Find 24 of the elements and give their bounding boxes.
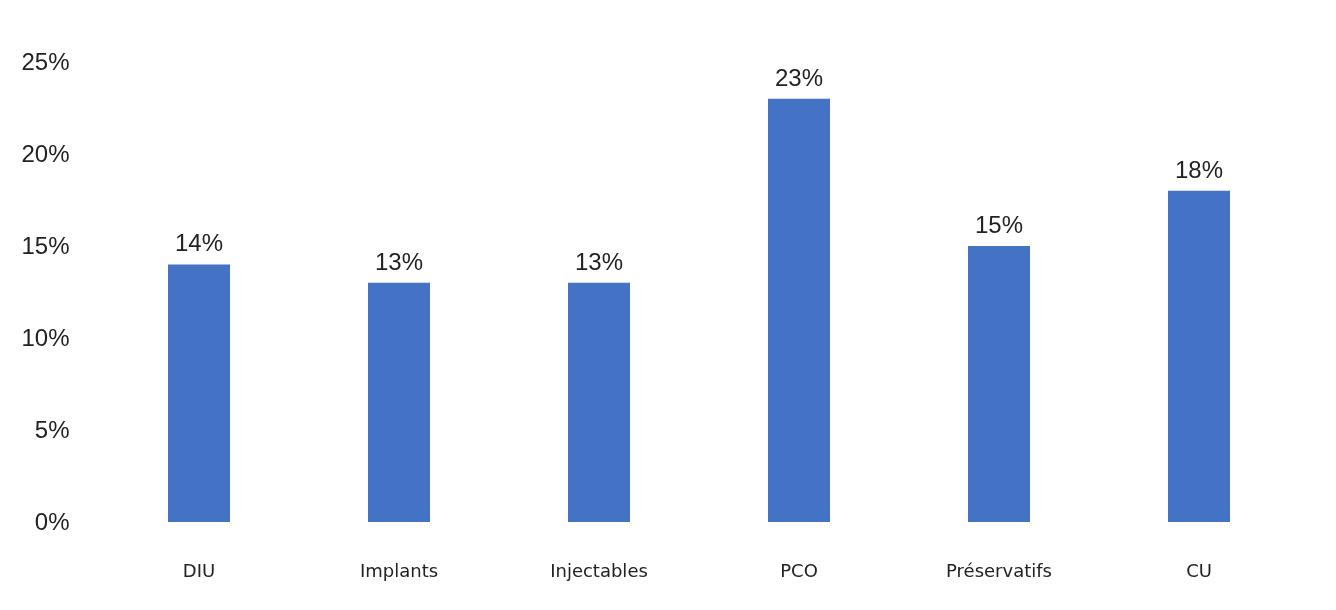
- data-label: 18%: [1174, 155, 1224, 183]
- x-tick-label: Injectables: [550, 559, 648, 581]
- x-tick-label: Implants: [359, 559, 439, 581]
- data-label: 15%: [974, 211, 1024, 238]
- x-tick-label: DIU: [182, 559, 216, 581]
- x-tick-label: CU: [1186, 559, 1212, 581]
- x-tick-label: PCO: [780, 559, 818, 581]
- bar: [568, 282, 630, 522]
- bar: [1168, 190, 1230, 522]
- data-label: 14%: [174, 229, 224, 257]
- y-tick-label: 25%: [21, 47, 70, 75]
- y-tick-label: 5%: [34, 415, 70, 443]
- x-tick-label: Préservatifs: [946, 559, 1052, 581]
- bar: [368, 282, 430, 522]
- data-label: 23%: [774, 63, 824, 91]
- data-label: 13%: [374, 247, 424, 275]
- bar: [768, 98, 830, 522]
- y-tick-label: 20%: [21, 139, 70, 167]
- y-tick-label: 10%: [21, 323, 70, 351]
- data-label: 13%: [574, 247, 624, 275]
- bar: [168, 264, 230, 522]
- y-tick-label: 15%: [21, 231, 70, 259]
- bar: [968, 246, 1030, 522]
- y-tick-label: 0%: [34, 507, 70, 535]
